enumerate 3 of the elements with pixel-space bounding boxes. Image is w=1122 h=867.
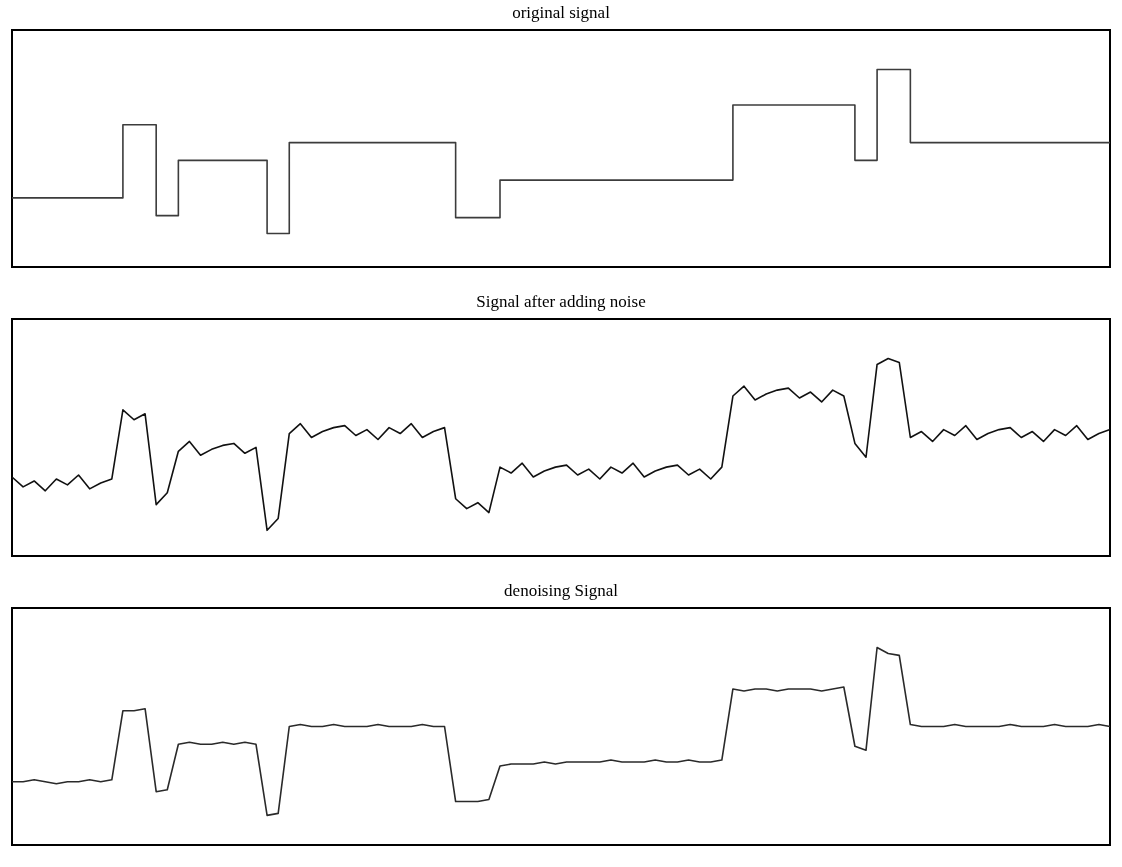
chart-title: denoising Signal — [504, 581, 619, 600]
chart-title: original signal — [512, 3, 611, 22]
chart-title: Signal after adding noise — [476, 292, 646, 311]
